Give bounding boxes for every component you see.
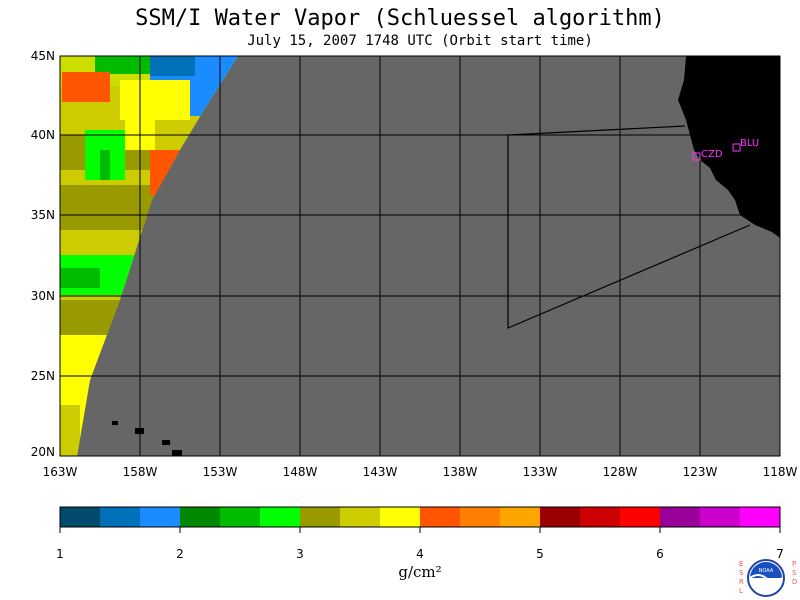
colorbar-swatch	[620, 507, 660, 527]
latitude-labels: 45N 40N 35N 30N 25N 20N	[31, 49, 55, 459]
colorbar	[59, 506, 781, 528]
colorbar-tick-label: 2	[176, 547, 184, 560]
lon-label: 123W	[683, 465, 718, 479]
lat-label: 20N	[31, 445, 55, 459]
colorbar-tick-label: 7	[776, 547, 784, 560]
colorbar-swatch	[580, 507, 620, 527]
colorbar-swatch	[180, 507, 220, 527]
lon-label: 153W	[203, 465, 238, 479]
lon-label: 143W	[363, 465, 398, 479]
lat-label: 30N	[31, 289, 55, 303]
colorbar-swatch	[100, 507, 140, 527]
noaa-badge-text: NOAA	[759, 568, 774, 574]
lat-label: 45N	[31, 49, 55, 63]
colorbar-swatch	[500, 507, 540, 527]
lat-label: 25N	[31, 369, 55, 383]
colorbar-swatch	[540, 507, 580, 527]
colorbar-swatch	[140, 507, 180, 527]
station-label-czd: CZD	[701, 149, 723, 160]
colorbar-swatch	[740, 507, 780, 527]
colorbar-swatch	[700, 507, 740, 527]
svg-text:L: L	[739, 587, 743, 595]
svg-text:S: S	[792, 569, 797, 577]
colorbar-swatch	[300, 507, 340, 527]
colorbar-tick-label: 6	[656, 547, 664, 560]
colorbar-tick-label: 5	[536, 547, 544, 560]
svg-text:R: R	[739, 578, 744, 586]
colorbar-swatch	[660, 507, 700, 527]
lon-label: 163W	[43, 465, 78, 479]
noaa-esrl-psd-logo: E S R L NOAA P S D	[739, 559, 797, 597]
colorbar-tick-label: 4	[416, 547, 424, 560]
colorbar-swatch	[380, 507, 420, 527]
station-label-blu: BLU	[740, 138, 759, 149]
colorbar-swatch	[220, 507, 260, 527]
colorbar-tick-labels: 1 2 3 4 5 6 7	[56, 527, 784, 560]
svg-text:S: S	[739, 569, 744, 577]
lon-label: 128W	[603, 465, 638, 479]
station-blu: BLU	[732, 138, 759, 152]
land-california	[678, 56, 780, 238]
page-title: SSM/I Water Vapor (Schluessel algorithm)	[135, 6, 665, 31]
flight-track	[507, 125, 686, 136]
colorbar-swatch	[340, 507, 380, 527]
lon-label: 138W	[443, 465, 478, 479]
lon-label: 148W	[283, 465, 318, 479]
lat-label: 40N	[31, 128, 55, 142]
colorbar-tick-label: 3	[296, 547, 304, 560]
lon-label: 133W	[523, 465, 558, 479]
colorbar-units: g/cm²	[398, 563, 442, 581]
flight-track-segment	[507, 135, 751, 329]
map-grid	[60, 56, 780, 456]
colorbar-tick-label: 1	[56, 547, 64, 560]
map-border	[59, 55, 781, 457]
lon-label: 118W	[763, 465, 798, 479]
svg-text:P: P	[792, 560, 796, 568]
station-czd: CZD	[692, 149, 723, 161]
colorbar-swatch	[460, 507, 500, 527]
svg-text:D: D	[792, 578, 797, 586]
longitude-labels: 163W 158W 153W 148W 143W 138W 133W 128W 123W 118W	[43, 465, 798, 479]
colorbar-swatch	[420, 507, 460, 527]
colorbar-swatch	[260, 507, 300, 527]
logo-left-text-e: E	[739, 560, 743, 568]
page-subtitle: July 15, 2007 1748 UTC (Orbit start time…	[247, 33, 593, 49]
colorbar-swatch	[60, 507, 100, 527]
lat-label: 35N	[31, 208, 55, 222]
lon-label: 158W	[123, 465, 158, 479]
